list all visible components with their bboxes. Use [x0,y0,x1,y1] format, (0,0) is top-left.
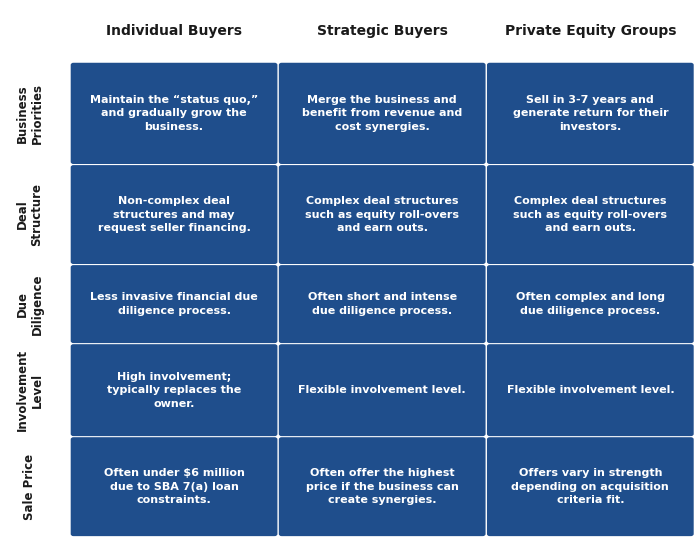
FancyBboxPatch shape [487,344,694,436]
Text: Flexible involvement level.: Flexible involvement level. [298,385,466,395]
FancyBboxPatch shape [487,165,694,264]
Text: Less invasive financial due
diligence process.: Less invasive financial due diligence pr… [90,292,258,316]
FancyBboxPatch shape [71,165,277,264]
Text: Strategic Buyers: Strategic Buyers [317,24,447,38]
FancyBboxPatch shape [71,265,277,343]
FancyBboxPatch shape [279,63,486,164]
FancyBboxPatch shape [487,63,694,164]
FancyBboxPatch shape [279,344,486,436]
Text: Non-complex deal
structures and may
request seller financing.: Non-complex deal structures and may requ… [97,196,251,233]
Text: Sale Price: Sale Price [23,453,36,520]
Text: Often complex and long
due diligence process.: Often complex and long due diligence pro… [516,292,665,316]
Text: Often short and intense
due diligence process.: Often short and intense due diligence pr… [307,292,457,316]
FancyBboxPatch shape [71,344,277,436]
Text: Often offer the highest
price if the business can
create synergies.: Often offer the highest price if the bus… [306,468,458,505]
Text: Private Equity Groups: Private Equity Groups [505,24,676,38]
Text: Offers vary in strength
depending on acquisition
criteria fit.: Offers vary in strength depending on acq… [512,468,669,505]
FancyBboxPatch shape [279,437,486,536]
Text: Flexible involvement level.: Flexible involvement level. [507,385,674,395]
Text: Merge the business and
benefit from revenue and
cost synergies.: Merge the business and benefit from reve… [302,95,462,132]
FancyBboxPatch shape [487,437,694,536]
FancyBboxPatch shape [71,63,277,164]
Text: Sell in 3-7 years and
generate return for their
investors.: Sell in 3-7 years and generate return fo… [512,95,668,132]
Text: Individual Buyers: Individual Buyers [106,24,242,38]
Text: Business
Priorities: Business Priorities [15,83,43,144]
FancyBboxPatch shape [71,437,277,536]
Text: Maintain the “status quo,”
and gradually grow the
business.: Maintain the “status quo,” and gradually… [90,95,258,132]
Text: Often under $6 million
due to SBA 7(a) loan
constraints.: Often under $6 million due to SBA 7(a) l… [104,468,244,505]
Text: Involvement
Level: Involvement Level [15,349,43,431]
Text: High involvement;
typically replaces the
owner.: High involvement; typically replaces the… [107,372,241,409]
FancyBboxPatch shape [279,265,486,343]
Text: Complex deal structures
such as equity roll-overs
and earn outs.: Complex deal structures such as equity r… [513,196,667,233]
Text: Complex deal structures
such as equity roll-overs
and earn outs.: Complex deal structures such as equity r… [305,196,459,233]
Text: Due
Diligence: Due Diligence [15,273,43,335]
FancyBboxPatch shape [487,265,694,343]
Text: Deal
Structure: Deal Structure [15,183,43,246]
FancyBboxPatch shape [279,165,486,264]
